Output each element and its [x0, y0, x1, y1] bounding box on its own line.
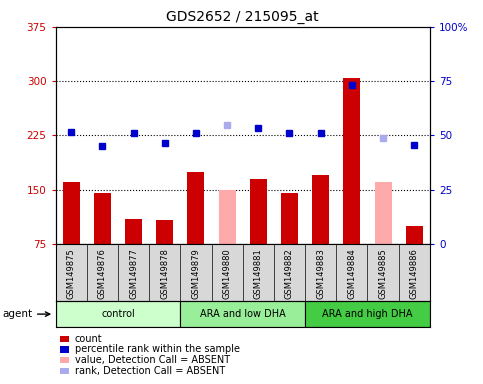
Bar: [60, 346, 69, 353]
Bar: [187, 172, 204, 244]
Text: ARA and high DHA: ARA and high DHA: [322, 309, 413, 319]
Bar: [180, 301, 305, 327]
Bar: [250, 179, 267, 244]
Bar: [63, 182, 80, 244]
Text: GSM149876: GSM149876: [98, 248, 107, 299]
Text: rank, Detection Call = ABSENT: rank, Detection Call = ABSENT: [75, 366, 225, 376]
Text: GSM149885: GSM149885: [379, 248, 387, 299]
Bar: [125, 218, 142, 244]
Bar: [60, 357, 69, 363]
Text: GSM149881: GSM149881: [254, 248, 263, 299]
Bar: [305, 301, 430, 327]
Text: GSM149878: GSM149878: [160, 248, 169, 299]
Text: GSM149882: GSM149882: [285, 248, 294, 299]
Text: GSM149875: GSM149875: [67, 248, 76, 299]
Text: ARA and low DHA: ARA and low DHA: [200, 309, 285, 319]
Text: percentile rank within the sample: percentile rank within the sample: [75, 344, 240, 354]
Bar: [312, 175, 329, 244]
Bar: [406, 226, 423, 244]
Text: value, Detection Call = ABSENT: value, Detection Call = ABSENT: [75, 355, 230, 365]
Bar: [343, 78, 360, 244]
Text: GSM149879: GSM149879: [191, 248, 200, 299]
Text: control: control: [101, 309, 135, 319]
Bar: [60, 368, 69, 374]
Text: GSM149883: GSM149883: [316, 248, 325, 299]
Text: GSM149886: GSM149886: [410, 248, 419, 299]
Bar: [60, 336, 69, 342]
Text: GSM149880: GSM149880: [223, 248, 232, 299]
Bar: [374, 182, 392, 244]
Text: GSM149884: GSM149884: [347, 248, 356, 299]
Bar: [156, 220, 173, 244]
Text: agent: agent: [2, 309, 32, 319]
Bar: [94, 193, 111, 244]
Bar: [281, 193, 298, 244]
Text: count: count: [75, 334, 102, 344]
Text: GSM149877: GSM149877: [129, 248, 138, 299]
Bar: [218, 190, 236, 244]
Bar: [56, 301, 180, 327]
Title: GDS2652 / 215095_at: GDS2652 / 215095_at: [167, 10, 319, 25]
